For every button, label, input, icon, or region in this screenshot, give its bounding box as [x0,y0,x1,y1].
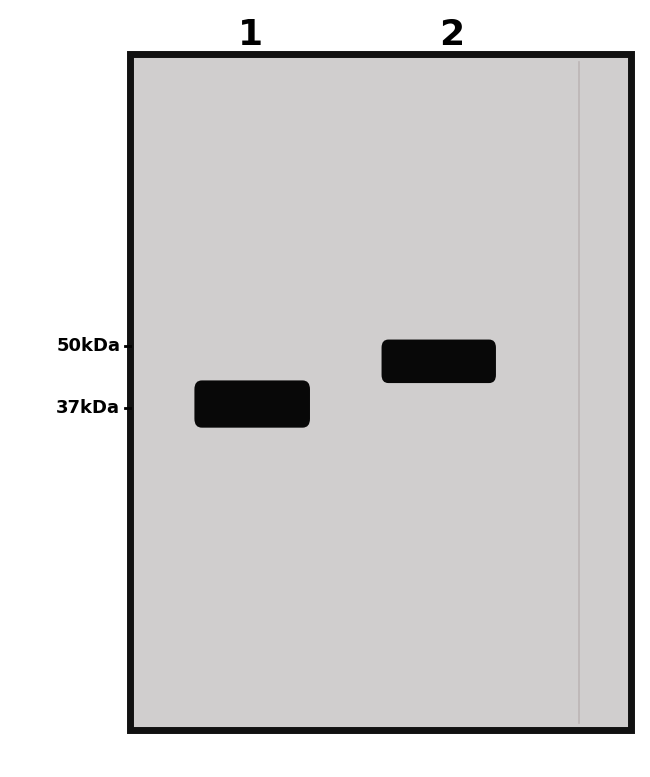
Text: 1: 1 [238,18,263,52]
Bar [130,54,630,730]
Text: 2: 2 [439,18,464,52]
Text: 37kDa: 37kDa [57,399,120,417]
FancyBboxPatch shape [194,381,310,427]
FancyBboxPatch shape [382,340,496,383]
Text: 50kDa: 50kDa [57,336,120,355]
